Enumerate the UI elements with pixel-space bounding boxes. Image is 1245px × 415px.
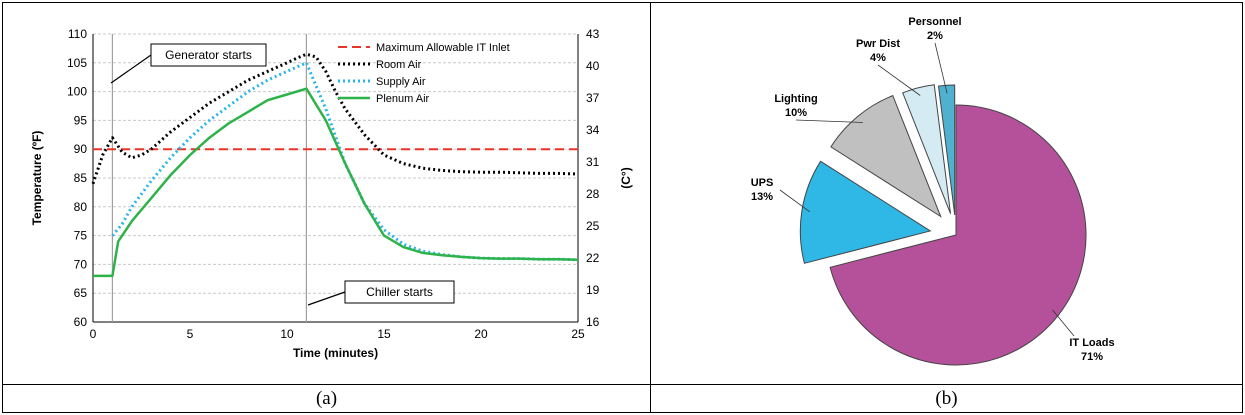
leader-line xyxy=(779,189,811,213)
slice-percent: 4% xyxy=(870,52,886,64)
series-line xyxy=(91,52,579,185)
slice-label: Pwr Dist xyxy=(856,38,900,50)
chart-b-panel: IT Loads 71% UPS 13% Lighting 10% Pwr Dist 4% Pe… xyxy=(650,2,1243,385)
pie-slice xyxy=(799,160,932,264)
pie-slice xyxy=(937,84,956,216)
y-tick-label: 70 xyxy=(74,257,88,271)
y2-tick-label: 31 xyxy=(586,155,600,169)
y-axis-label: Temperature (ºF) xyxy=(30,131,44,226)
annotation-pointer xyxy=(307,291,346,306)
slice-percent: 10% xyxy=(785,107,807,119)
y-tick-label: 85 xyxy=(74,171,88,185)
y-tick-label: 80 xyxy=(74,200,88,214)
annotation-text: Generator starts xyxy=(165,48,252,62)
y2-axis-label: (C°) xyxy=(619,167,633,188)
x-axis-label: Time (minutes) xyxy=(293,346,378,360)
slice-label: Personnel xyxy=(908,16,961,28)
y-tick-label: 105 xyxy=(67,56,87,70)
slice-label: IT Loads xyxy=(1069,337,1114,349)
pie-slice xyxy=(829,104,1087,366)
x-tick-label: 20 xyxy=(474,327,488,341)
y-tick-label: 60 xyxy=(74,315,88,329)
slice-percent: 13% xyxy=(751,191,773,203)
leader-line xyxy=(934,42,948,94)
annotation-pointer xyxy=(110,54,152,84)
legend-label: Plenum Air xyxy=(376,93,430,105)
leader-line xyxy=(1052,309,1075,337)
caption-a: (a) xyxy=(2,384,651,413)
slice-label: UPS xyxy=(751,177,774,189)
y-tick-label: 65 xyxy=(74,286,88,300)
x-tick-label: 25 xyxy=(571,327,585,341)
y-tick-label: 75 xyxy=(74,229,88,243)
pie-slice xyxy=(830,94,942,218)
y2-tick-label: 34 xyxy=(586,123,600,137)
caption-b: (b) xyxy=(650,384,1243,413)
x-tick-label: 0 xyxy=(90,327,97,341)
temperature-line-chart: 6065707580859095100105110161922252831343… xyxy=(30,27,633,360)
y-tick-label: 90 xyxy=(74,142,88,156)
power-pie-chart: IT Loads 71% UPS 13% Lighting 10% Pwr Dist 4% Pe… xyxy=(751,16,1115,366)
slice-percent: 2% xyxy=(927,30,943,42)
annotation-text: Chiller starts xyxy=(366,285,433,299)
y2-tick-label: 16 xyxy=(586,315,600,329)
legend-label: Room Air xyxy=(376,59,422,71)
y2-tick-label: 40 xyxy=(586,59,600,73)
y2-tick-label: 43 xyxy=(586,27,600,41)
y-tick-label: 110 xyxy=(68,27,87,41)
leader-line xyxy=(877,64,921,96)
legend-label: Maximum Allowable IT Inlet xyxy=(376,42,510,54)
x-tick-label: 5 xyxy=(187,327,194,341)
pie-slice xyxy=(902,84,952,214)
y-tick-label: 100 xyxy=(67,85,87,99)
chart-a-panel: 60 65 70 75 80 85 90 95 100 105 110 16 19 22 25 28 31 34 3… xyxy=(2,2,651,385)
annotation-generator-starts: Generator starts xyxy=(110,43,267,84)
slice-label: Lighting xyxy=(774,93,817,105)
x-tick-label: 10 xyxy=(280,327,294,341)
y2-tick-label: 25 xyxy=(586,219,600,233)
y2-tick-label: 22 xyxy=(586,251,600,265)
x-tick-label: 15 xyxy=(377,327,391,341)
legend-label: Supply Air xyxy=(376,76,426,88)
annotation-chiller-starts: Chiller starts xyxy=(307,280,455,306)
y-tick-label: 95 xyxy=(74,113,88,127)
slice-percent: 71% xyxy=(1081,351,1103,363)
y2-tick-label: 28 xyxy=(586,187,600,201)
leader-line xyxy=(795,119,863,123)
y2-tick-label: 37 xyxy=(586,91,600,105)
y2-tick-label: 19 xyxy=(586,283,600,297)
series-line xyxy=(93,87,579,278)
